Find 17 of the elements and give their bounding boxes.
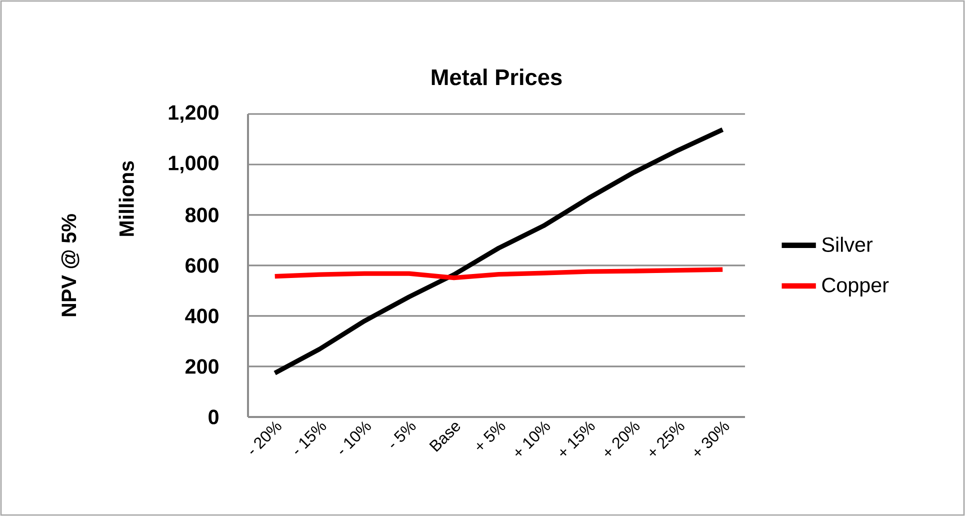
y-tick-label: 600 <box>186 258 218 273</box>
y-tick-label: 200 <box>186 359 218 374</box>
y-tick-label: 800 <box>185 208 218 222</box>
chart-title: Metal Prices <box>432 68 562 86</box>
line-series <box>272 267 725 280</box>
legend-label: Silver <box>822 236 873 252</box>
x-tick-label: + 30% <box>694 421 730 456</box>
y-tick-label: 1,200 <box>168 105 218 123</box>
legend-label: Copper <box>822 278 889 296</box>
x-tick-label: - 5% <box>390 421 416 448</box>
line-series <box>272 127 725 376</box>
y-axis-title: NPV @ 5% <box>61 214 80 316</box>
x-tick-label: + 5% <box>476 421 506 450</box>
y-tick-label: 0 <box>208 410 218 424</box>
y-tick-label: 1,000 <box>168 156 218 174</box>
y-tick-label: 400 <box>185 308 218 324</box>
text: Millions <box>118 161 134 236</box>
